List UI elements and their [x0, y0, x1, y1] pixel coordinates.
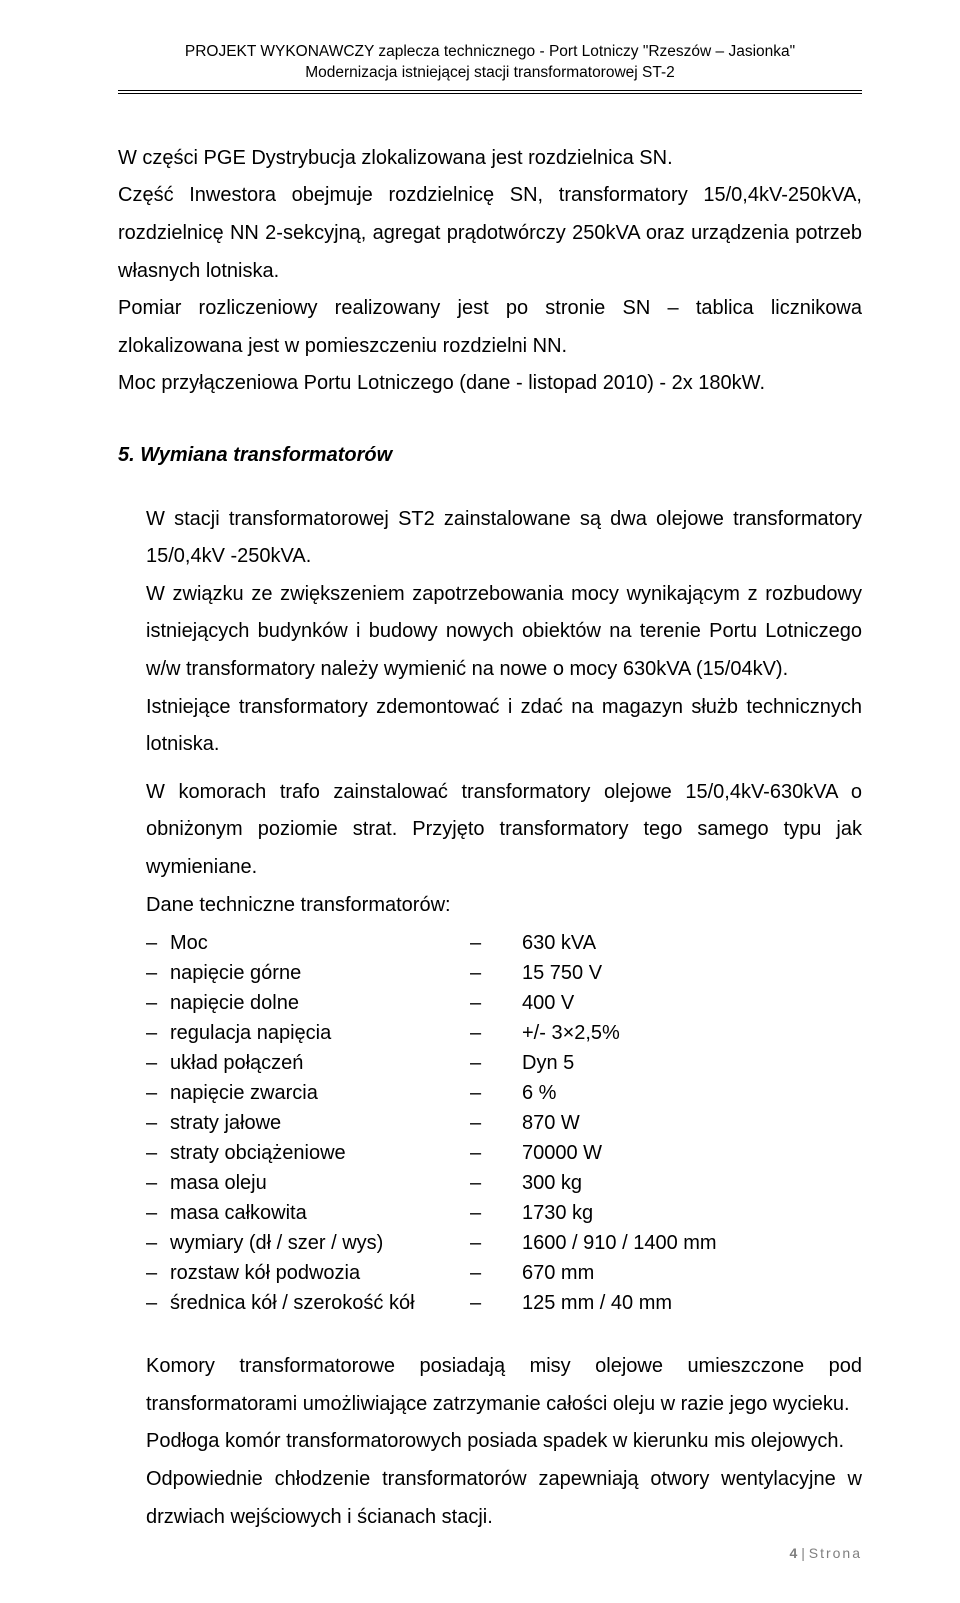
- spec-dash-icon: –: [470, 1228, 522, 1258]
- section-5-paragraph-4: W komorach trafo zainstalować transforma…: [146, 774, 862, 887]
- spec-dash-icon: –: [470, 1018, 522, 1048]
- spec-dash-icon: –: [146, 1198, 170, 1228]
- intro-paragraph-1: W części PGE Dystrybucja zlokalizowana j…: [118, 140, 862, 178]
- spec-label: średnica kół / szerokość kół: [170, 1288, 470, 1318]
- intro-paragraph-3: Pomiar rozliczeniowy realizowany jest po…: [118, 290, 862, 365]
- header-rule-1: [118, 90, 862, 91]
- spec-row: –masa oleju–300 kg: [146, 1168, 862, 1198]
- spec-value: 1730 kg: [522, 1198, 862, 1228]
- spec-label: Moc: [170, 928, 470, 958]
- spec-dash-icon: –: [470, 988, 522, 1018]
- spec-row: –Moc–630 kVA: [146, 928, 862, 958]
- spec-label: układ połączeń: [170, 1048, 470, 1078]
- header-line-2: Modernizacja istniejącej stacji transfor…: [118, 63, 862, 84]
- spec-row: –straty obciążeniowe–70000 W: [146, 1138, 862, 1168]
- intro-paragraph-4: Moc przyłączeniowa Portu Lotniczego (dan…: [118, 365, 862, 403]
- spec-dash-icon: –: [470, 1108, 522, 1138]
- spec-dash-icon: –: [146, 928, 170, 958]
- spec-value: 70000 W: [522, 1138, 862, 1168]
- header-line-1: PROJEKT WYKONAWCZY zaplecza technicznego…: [118, 42, 862, 63]
- spec-label: wymiary (dł / szer / wys): [170, 1228, 470, 1258]
- intro-paragraph-2: Część Inwestora obejmuje rozdzielnicę SN…: [118, 177, 862, 290]
- section-5-paragraph-8: Odpowiednie chłodzenie transformatorów z…: [146, 1461, 862, 1536]
- spec-label: rozstaw kół podwozia: [170, 1258, 470, 1288]
- spec-dash-icon: –: [470, 1078, 522, 1108]
- spec-row: –napięcie górne–15 750 V: [146, 958, 862, 988]
- section-5-paragraph-5: Dane techniczne transformatorów:: [146, 887, 862, 925]
- spec-value: 870 W: [522, 1108, 862, 1138]
- spec-dash-icon: –: [146, 1078, 170, 1108]
- spec-value: 300 kg: [522, 1168, 862, 1198]
- spec-dash-icon: –: [146, 958, 170, 988]
- spec-dash-icon: –: [146, 1108, 170, 1138]
- spec-dash-icon: –: [146, 1168, 170, 1198]
- spec-value: 400 V: [522, 988, 862, 1018]
- footer-word: Strona: [809, 1545, 862, 1561]
- spec-row: –układ połączeń–Dyn 5: [146, 1048, 862, 1078]
- spec-row: –napięcie zwarcia–6 %: [146, 1078, 862, 1108]
- spec-value: +/- 3×2,5%: [522, 1018, 862, 1048]
- spec-label: straty jałowe: [170, 1108, 470, 1138]
- spec-row: –napięcie dolne–400 V: [146, 988, 862, 1018]
- page-header: PROJEKT WYKONAWCZY zaplecza technicznego…: [118, 42, 862, 84]
- spec-dash-icon: –: [470, 1258, 522, 1288]
- spec-value: 125 mm / 40 mm: [522, 1288, 862, 1318]
- spec-dash-icon: –: [146, 1228, 170, 1258]
- spec-dash-icon: –: [470, 1048, 522, 1078]
- spec-value: 630 kVA: [522, 928, 862, 958]
- header-rule-2: [118, 93, 862, 94]
- spec-label: straty obciążeniowe: [170, 1138, 470, 1168]
- spec-value: 670 mm: [522, 1258, 862, 1288]
- spec-row: –masa całkowita–1730 kg: [146, 1198, 862, 1228]
- spec-label: masa oleju: [170, 1168, 470, 1198]
- spec-value: 1600 / 910 / 1400 mm: [522, 1228, 862, 1258]
- spec-label: napięcie górne: [170, 958, 470, 988]
- spec-dash-icon: –: [146, 1258, 170, 1288]
- spec-label: napięcie dolne: [170, 988, 470, 1018]
- spec-dash-icon: –: [470, 1138, 522, 1168]
- spec-dash-icon: –: [146, 1018, 170, 1048]
- spec-dash-icon: –: [146, 988, 170, 1018]
- section-5-paragraph-6: Komory transformatorowe posiadają misy o…: [146, 1348, 862, 1423]
- spec-dash-icon: –: [470, 928, 522, 958]
- section-5-paragraph-3: Istniejące transformatory zdemontować i …: [146, 689, 862, 764]
- spec-dash-icon: –: [146, 1288, 170, 1318]
- spec-value: 15 750 V: [522, 958, 862, 988]
- page-footer: 4 | Strona: [790, 1545, 862, 1561]
- spec-dash-icon: –: [146, 1138, 170, 1168]
- spec-dash-icon: –: [470, 958, 522, 988]
- spec-value: 6 %: [522, 1078, 862, 1108]
- section-5-body: W stacji transformatorowej ST2 zainstalo…: [146, 501, 862, 1537]
- section-5-paragraph-2: W związku ze zwiększeniem zapotrzebowani…: [146, 576, 862, 689]
- spec-dash-icon: –: [470, 1168, 522, 1198]
- section-5-title: 5. Wymiana transformatorów: [118, 437, 862, 475]
- spec-row: –regulacja napięcia–+/- 3×2,5%: [146, 1018, 862, 1048]
- document-body: W części PGE Dystrybucja zlokalizowana j…: [118, 140, 862, 1536]
- spec-dash-icon: –: [470, 1288, 522, 1318]
- spec-row: –straty jałowe–870 W: [146, 1108, 862, 1138]
- transformer-spec-list: –Moc–630 kVA–napięcie górne–15 750 V–nap…: [146, 928, 862, 1318]
- spec-dash-icon: –: [146, 1048, 170, 1078]
- spec-row: –średnica kół / szerokość kół–125 mm / 4…: [146, 1288, 862, 1318]
- section-5-paragraph-7: Podłoga komór transformatorowych posiada…: [146, 1423, 862, 1461]
- spec-label: masa całkowita: [170, 1198, 470, 1228]
- spec-label: napięcie zwarcia: [170, 1078, 470, 1108]
- spec-dash-icon: –: [470, 1198, 522, 1228]
- spec-row: –wymiary (dł / szer / wys)–1600 / 910 / …: [146, 1228, 862, 1258]
- spec-row: –rozstaw kół podwozia–670 mm: [146, 1258, 862, 1288]
- spec-value: Dyn 5: [522, 1048, 862, 1078]
- spec-label: regulacja napięcia: [170, 1018, 470, 1048]
- section-5-paragraph-1: W stacji transformatorowej ST2 zainstalo…: [146, 501, 862, 576]
- footer-sep: |: [797, 1545, 808, 1561]
